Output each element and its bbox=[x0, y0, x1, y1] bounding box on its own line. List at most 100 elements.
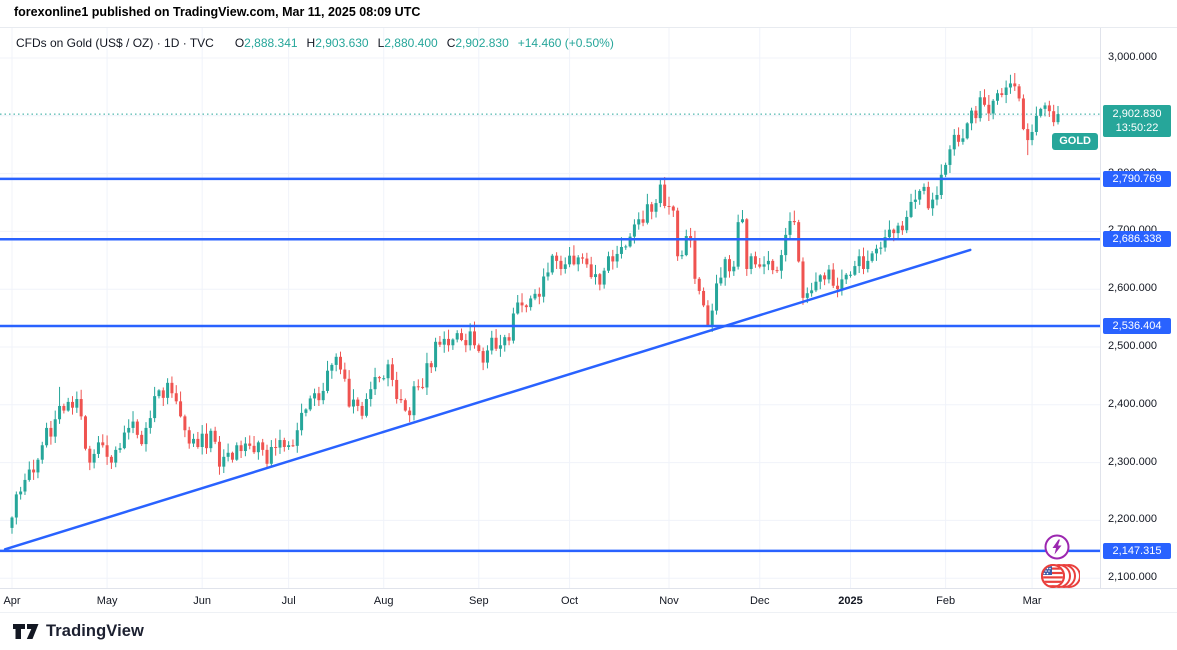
candle-body bbox=[494, 337, 498, 349]
candle-body bbox=[693, 240, 697, 279]
candle-body bbox=[252, 445, 256, 453]
candle-body bbox=[728, 259, 732, 272]
candlestick-plot[interactable] bbox=[0, 28, 1100, 588]
candle-body bbox=[520, 302, 524, 306]
candle-body bbox=[243, 443, 247, 452]
price-tick-label: 2,500.000 bbox=[1108, 340, 1157, 352]
candle-body bbox=[1030, 131, 1034, 141]
candle-body bbox=[105, 445, 109, 457]
candle-body bbox=[970, 110, 974, 124]
candle-body bbox=[485, 350, 489, 363]
candle-body bbox=[944, 164, 948, 175]
candle-body bbox=[79, 399, 83, 417]
candle-body bbox=[537, 293, 541, 297]
candle-body bbox=[45, 427, 49, 446]
candle-body bbox=[200, 433, 204, 447]
candle-body bbox=[170, 382, 174, 394]
candle-body bbox=[676, 210, 680, 257]
candle-body bbox=[157, 390, 161, 397]
candle-body bbox=[887, 229, 891, 238]
candle-body bbox=[300, 412, 304, 431]
candle-body bbox=[282, 440, 286, 447]
candle-body bbox=[114, 449, 118, 463]
candle-body bbox=[507, 337, 511, 341]
price-axis[interactable]: 2,902.830 13:50:22 3,000.0002,900.0002,8… bbox=[1100, 28, 1177, 588]
candle-body bbox=[995, 93, 999, 101]
open-label: O bbox=[234, 36, 245, 50]
candle-body bbox=[952, 134, 956, 150]
candle-body bbox=[572, 255, 576, 265]
candle-body bbox=[1056, 114, 1060, 123]
chart-legend[interactable]: CFDs on Gold (US$ / OZ) · 1D · TVC O2,888… bbox=[16, 36, 614, 50]
high-value: 2,903.630 bbox=[315, 36, 369, 50]
price-tick-label: 2,600.000 bbox=[1108, 282, 1157, 295]
lightning-event-icon[interactable] bbox=[1043, 533, 1071, 561]
candle-body bbox=[650, 204, 654, 212]
candle-body bbox=[75, 399, 79, 408]
candle-body bbox=[529, 298, 533, 308]
candle-body bbox=[1039, 108, 1043, 116]
candle-body bbox=[1043, 105, 1047, 109]
price-tick-label: 2,200.000 bbox=[1108, 513, 1157, 526]
candle-body bbox=[1034, 115, 1038, 132]
us-flag-events-icon[interactable] bbox=[1040, 562, 1081, 590]
tradingview-logo-text: TradingView bbox=[46, 622, 144, 640]
candle-body bbox=[926, 186, 930, 209]
candle-body bbox=[356, 399, 360, 406]
time-tick-label: Oct bbox=[561, 595, 579, 607]
ascending-trendline[interactable] bbox=[3, 248, 972, 551]
open-value: 2,888.341 bbox=[244, 36, 298, 50]
candle-body bbox=[53, 419, 57, 437]
symbol-title[interactable]: CFDs on Gold (US$ / OZ) · 1D · TVC bbox=[16, 36, 214, 50]
candle-body bbox=[550, 255, 554, 273]
candle-body bbox=[1008, 83, 1012, 88]
time-tick-label: Mar bbox=[1022, 595, 1042, 607]
candle-body bbox=[109, 456, 113, 463]
tradingview-logo[interactable]: TradingView bbox=[12, 622, 144, 641]
candle-body bbox=[66, 401, 70, 411]
candle-body bbox=[481, 351, 485, 363]
candle-body bbox=[226, 452, 230, 457]
candle-body bbox=[412, 386, 416, 416]
candle-body bbox=[101, 442, 105, 446]
candle-body bbox=[468, 331, 472, 346]
candle-body bbox=[408, 410, 412, 416]
candle-body bbox=[131, 421, 135, 428]
candle-body bbox=[1026, 129, 1030, 141]
candle-body bbox=[961, 138, 965, 142]
candle-body bbox=[637, 219, 641, 225]
time-tick-label: Jun bbox=[193, 595, 212, 607]
candle-body bbox=[667, 205, 671, 207]
candle-body bbox=[715, 283, 719, 311]
candle-body bbox=[27, 469, 31, 480]
candle-body bbox=[416, 386, 420, 388]
candle-body bbox=[442, 338, 446, 345]
candle-body bbox=[451, 339, 455, 346]
candle-body bbox=[792, 220, 796, 223]
candle-body bbox=[490, 337, 494, 351]
candle-body bbox=[624, 246, 628, 248]
candle-body bbox=[978, 97, 982, 119]
candle-body bbox=[127, 427, 131, 433]
candle-body bbox=[1052, 111, 1056, 123]
candle-body bbox=[390, 364, 394, 380]
candle-body bbox=[222, 456, 226, 467]
candle-body bbox=[36, 459, 40, 473]
candle-body bbox=[40, 445, 44, 460]
candle-body bbox=[611, 256, 615, 262]
candle-body bbox=[896, 225, 900, 234]
time-tick-label: 2025 bbox=[838, 595, 863, 607]
candle-body bbox=[32, 469, 36, 473]
candle-body bbox=[373, 377, 377, 390]
candle-body bbox=[477, 345, 481, 352]
candle-body bbox=[217, 441, 221, 467]
candle-body bbox=[1004, 87, 1008, 95]
time-axis[interactable]: Apr May Jun Jul Aug Sep Oct Nov Dec 2025 Feb Mar bbox=[0, 588, 1177, 614]
footer-bar: TradingView bbox=[0, 612, 1177, 650]
candle-body bbox=[918, 190, 922, 200]
candle-body bbox=[594, 274, 598, 278]
last-price-value: 2,902.830 bbox=[1112, 108, 1162, 121]
tradingview-logo-glyph bbox=[13, 624, 39, 639]
candle-body bbox=[58, 405, 62, 420]
candle-body bbox=[836, 285, 840, 290]
